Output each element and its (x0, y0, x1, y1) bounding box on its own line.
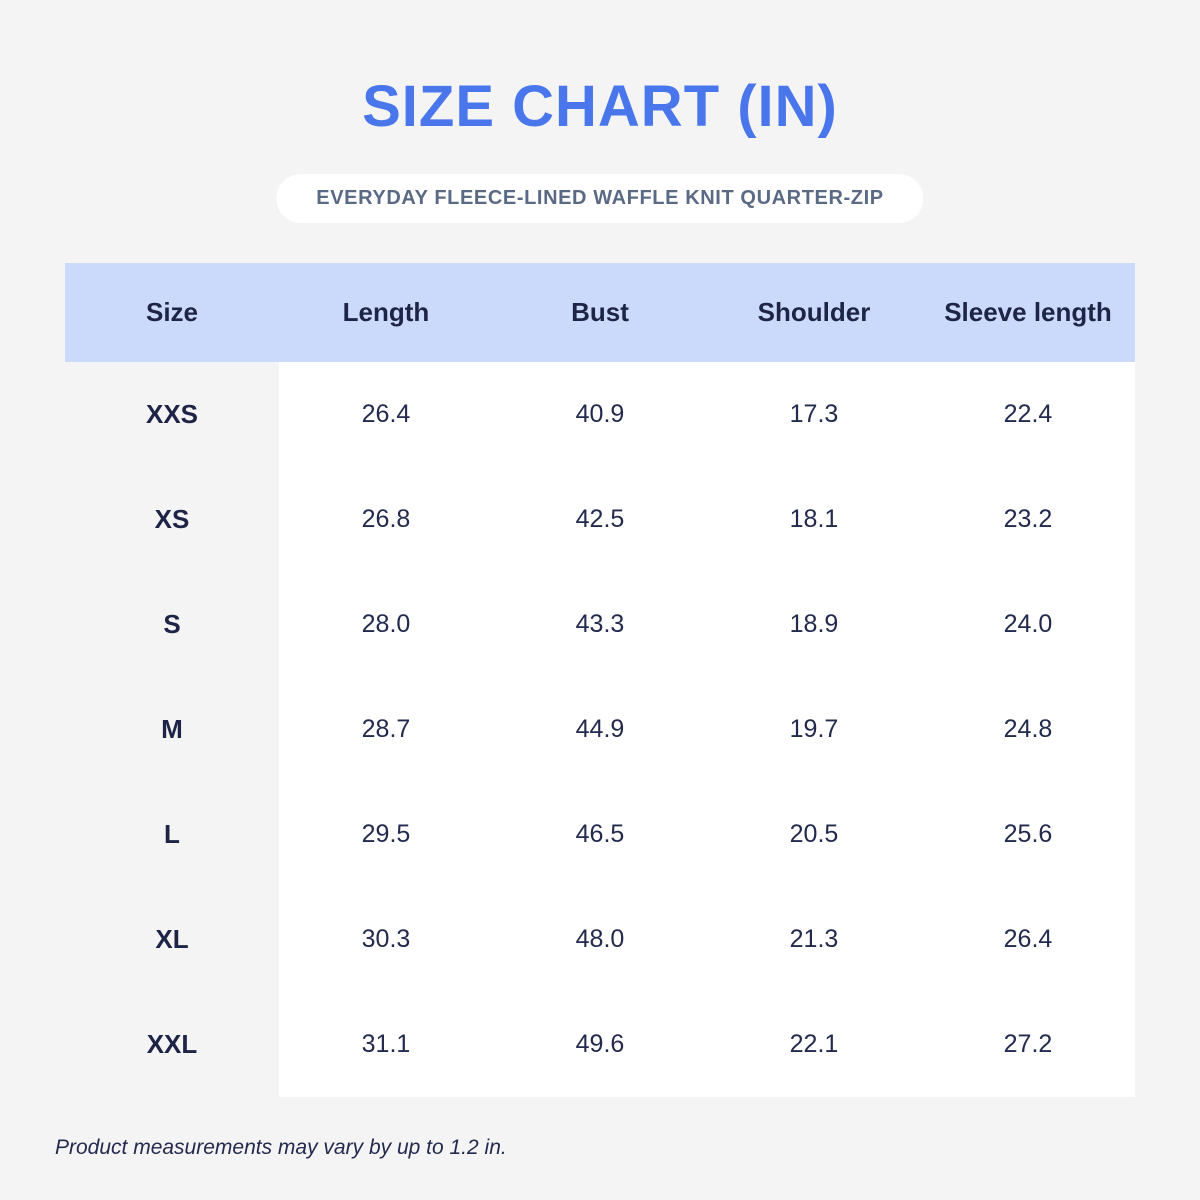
table-row-m: M 28.7 44.9 19.7 24.8 (65, 677, 1135, 782)
sleeve-length-value: 23.2 (921, 467, 1135, 572)
shoulder-value: 21.3 (707, 887, 921, 992)
column-header-sleeve-length: Sleeve length (944, 297, 1112, 327)
shoulder-value: 18.9 (707, 572, 921, 677)
sleeve-length-value: 24.8 (921, 677, 1135, 782)
column-header-shoulder: Shoulder (757, 297, 871, 327)
table-row-xxs: XXS 26.4 40.9 17.3 22.4 (65, 362, 1135, 467)
size-label: XXL (146, 1029, 198, 1059)
size-label: XL (155, 924, 189, 954)
length-value: 26.4 (279, 362, 493, 467)
table-row-xxl: XXL 31.1 49.6 22.1 27.2 (65, 992, 1135, 1097)
bust-value: 44.9 (493, 677, 707, 782)
size-label: XS (154, 504, 190, 534)
table-header-row: Size Length Bust Shoulder Sleeve length (65, 263, 1135, 362)
length-value: 30.3 (279, 887, 493, 992)
length-value: 28.0 (279, 572, 493, 677)
length-value: 28.7 (279, 677, 493, 782)
size-label: XXS (145, 399, 199, 429)
sleeve-length-value: 27.2 (921, 992, 1135, 1097)
bust-value: 40.9 (493, 362, 707, 467)
sleeve-length-value: 22.4 (921, 362, 1135, 467)
shoulder-value: 22.1 (707, 992, 921, 1097)
length-value: 31.1 (279, 992, 493, 1097)
sleeve-length-value: 26.4 (921, 887, 1135, 992)
table-row-xs: XS 26.8 42.5 18.1 23.2 (65, 467, 1135, 572)
bust-value: 42.5 (493, 467, 707, 572)
size-label: M (161, 714, 183, 744)
length-value: 29.5 (279, 782, 493, 887)
bust-value: 46.5 (493, 782, 707, 887)
table-row-xl: XL 30.3 48.0 21.3 26.4 (65, 887, 1135, 992)
shoulder-value: 17.3 (707, 362, 921, 467)
column-header-bust: Bust (571, 297, 629, 327)
bust-value: 48.0 (493, 887, 707, 992)
table-row-l: L 29.5 46.5 20.5 25.6 (65, 782, 1135, 887)
size-label: S (163, 609, 181, 639)
bust-value: 43.3 (493, 572, 707, 677)
page-title: SIZE CHART (IN) (362, 74, 838, 139)
size-table: Size Length Bust Shoulder Sleeve length … (65, 263, 1135, 1097)
bust-value: 49.6 (493, 992, 707, 1097)
sleeve-length-value: 25.6 (921, 782, 1135, 887)
column-header-size: Size (145, 297, 199, 327)
column-header-length: Length (342, 297, 430, 327)
shoulder-value: 20.5 (707, 782, 921, 887)
sleeve-length-value: 24.0 (921, 572, 1135, 677)
table-row-s: S 28.0 43.3 18.9 24.0 (65, 572, 1135, 677)
length-value: 26.8 (279, 467, 493, 572)
size-label: L (164, 819, 180, 849)
measurement-disclaimer: Product measurements may vary by up to 1… (55, 1136, 507, 1159)
shoulder-value: 19.7 (707, 677, 921, 782)
shoulder-value: 18.1 (707, 467, 921, 572)
product-name-badge: EVERYDAY FLEECE-LINED WAFFLE KNIT QUARTE… (276, 174, 924, 223)
